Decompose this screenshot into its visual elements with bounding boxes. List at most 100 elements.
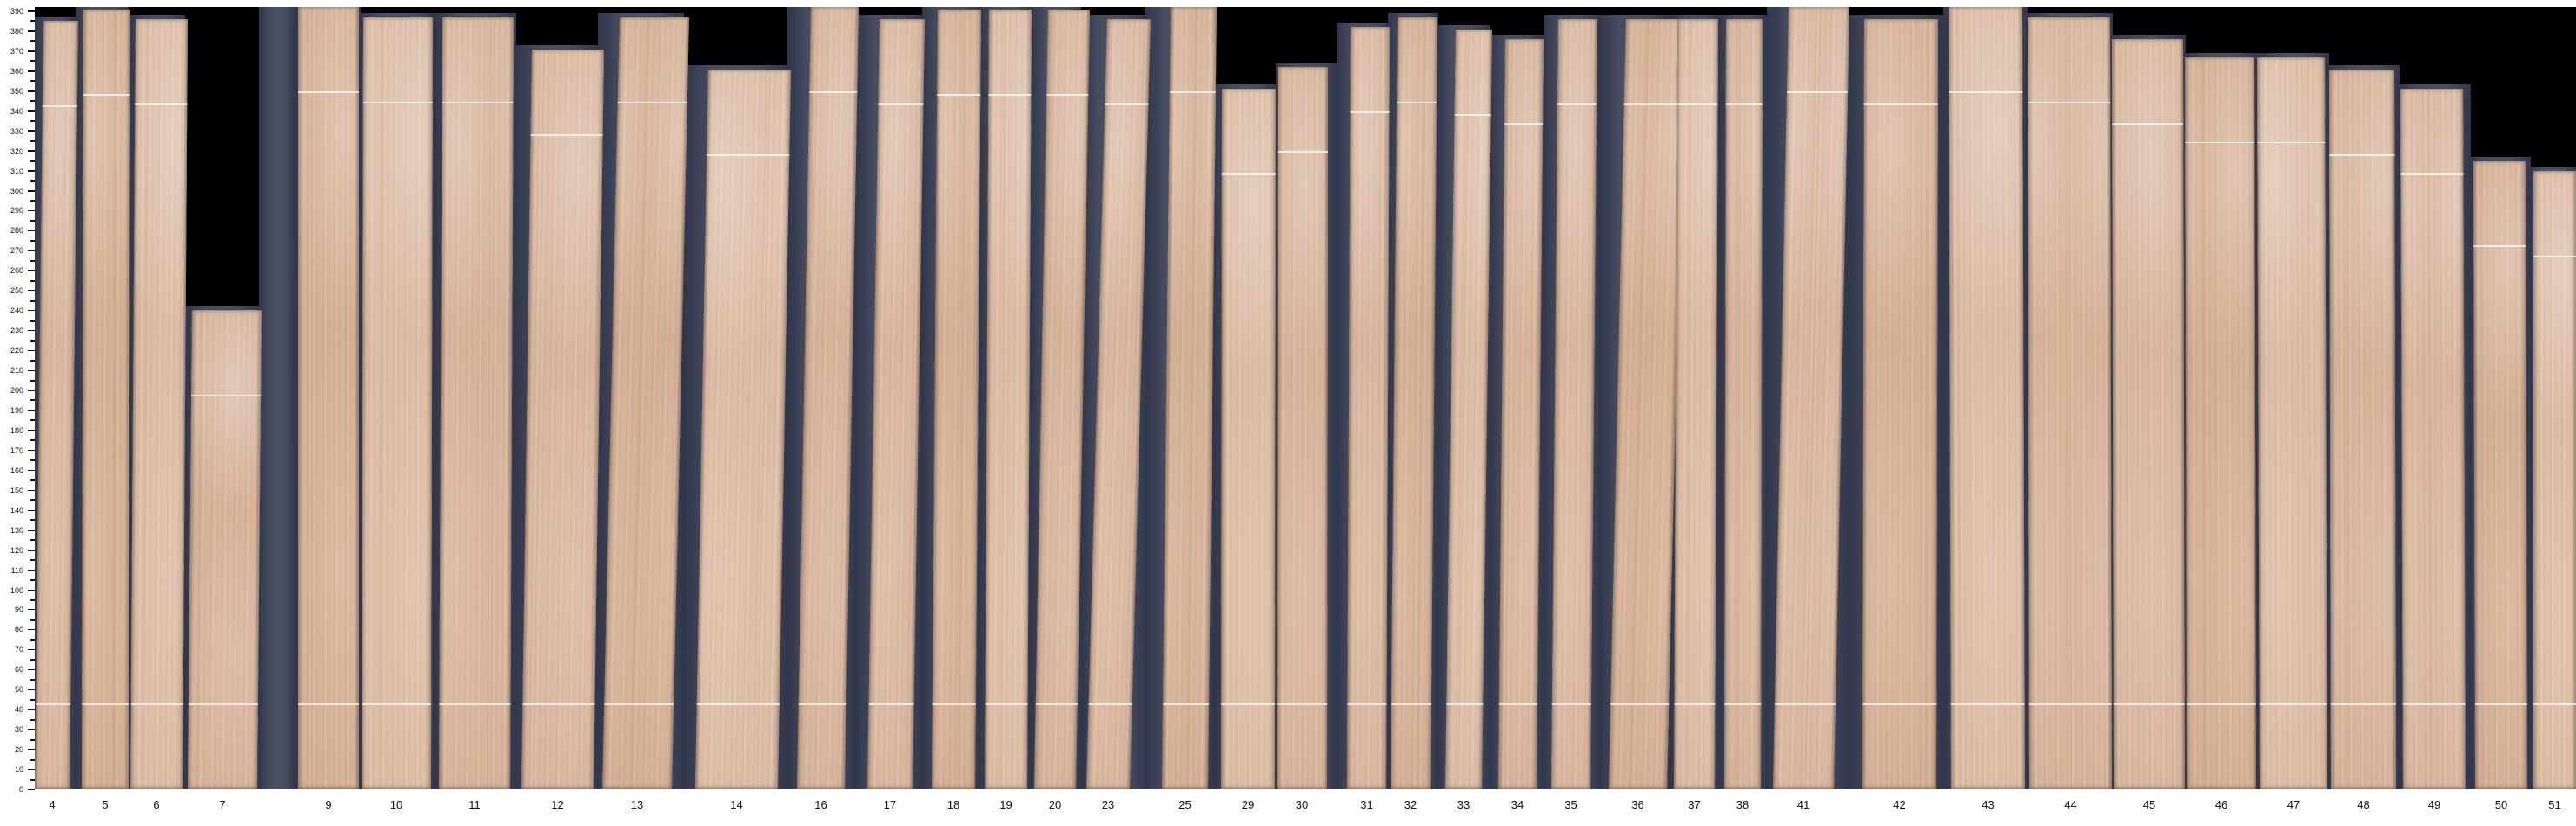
x-board-label: 10 xyxy=(389,798,403,811)
y-tick-label: 40 xyxy=(14,705,23,715)
y-tick-label: 280 xyxy=(10,226,23,236)
y-tick-label: 340 xyxy=(10,106,23,116)
y-tick xyxy=(28,649,35,651)
y-tick xyxy=(30,180,35,183)
cut-mark-line xyxy=(604,703,674,705)
y-tick xyxy=(30,559,35,562)
y-tick xyxy=(28,230,35,232)
y-tick xyxy=(28,669,35,671)
y-tick xyxy=(30,60,35,63)
wood-grain-texture xyxy=(1948,7,2025,789)
cut-mark-line xyxy=(1446,703,1484,705)
cut-mark-line xyxy=(1391,703,1431,705)
y-tick xyxy=(28,250,35,252)
board-plank xyxy=(1391,17,1437,789)
y-tick xyxy=(30,539,35,542)
x-board-label: 25 xyxy=(1178,798,1192,811)
y-tick xyxy=(28,509,35,511)
x-board-label: 49 xyxy=(2427,798,2441,811)
wood-grain-texture xyxy=(439,17,514,789)
cut-mark-line xyxy=(1623,103,1683,105)
y-tick xyxy=(30,319,35,322)
y-tick xyxy=(28,729,35,731)
y-tick-label: 250 xyxy=(10,286,23,296)
y-tick xyxy=(28,489,35,491)
y-tick-label: 90 xyxy=(14,605,23,615)
y-tick xyxy=(30,160,35,163)
y-tick-label: 380 xyxy=(10,26,23,36)
y-tick xyxy=(28,629,35,631)
cut-mark-line xyxy=(1949,91,2023,93)
y-tick-label: 390 xyxy=(10,6,23,16)
x-board-label: 5 xyxy=(102,798,109,811)
wood-grain-texture xyxy=(2473,161,2527,789)
y-tick xyxy=(30,419,35,422)
cut-mark-line xyxy=(2473,245,2526,247)
x-board-label: 31 xyxy=(1360,798,1373,811)
wood-grain-texture xyxy=(82,10,131,789)
x-board-label: 33 xyxy=(1457,798,1471,811)
y-tick xyxy=(28,429,35,431)
x-board-label: 37 xyxy=(1688,798,1701,811)
y-tick xyxy=(28,270,35,272)
cut-mark-line xyxy=(135,103,188,105)
cut-mark-line xyxy=(1350,111,1390,113)
wood-grain-texture xyxy=(1391,17,1437,789)
x-board-label: 6 xyxy=(153,798,160,811)
y-tick xyxy=(30,698,35,701)
board-plank xyxy=(1347,27,1390,789)
cut-mark-line xyxy=(1221,703,1276,705)
y-tick xyxy=(28,749,35,751)
cut-mark-line xyxy=(1035,703,1078,705)
wood-grain-texture xyxy=(1277,67,1329,789)
y-tick xyxy=(30,718,35,721)
y-tick xyxy=(30,140,35,143)
y-tick xyxy=(28,290,35,292)
board-plank xyxy=(130,19,188,789)
board-plank xyxy=(1551,19,1597,789)
y-tick-label: 180 xyxy=(10,425,23,435)
x-board-label: 11 xyxy=(468,798,481,811)
wood-grain-texture xyxy=(1498,39,1544,789)
y-tick xyxy=(28,589,35,591)
y-tick-label: 170 xyxy=(10,445,23,455)
plot-area xyxy=(35,7,2576,789)
y-tick xyxy=(30,658,35,661)
cut-mark-line xyxy=(1105,103,1149,105)
cut-mark-line xyxy=(1862,703,1937,705)
cut-mark-line xyxy=(1397,102,1437,103)
y-tick xyxy=(30,579,35,582)
board-plank xyxy=(2257,57,2327,789)
x-board-label: 18 xyxy=(946,798,960,811)
cut-mark-line xyxy=(696,703,780,705)
y-tick-label: 260 xyxy=(10,266,23,276)
cut-mark-line xyxy=(1863,103,1938,105)
y-tick xyxy=(30,80,35,83)
cut-mark-line xyxy=(191,395,262,396)
y-tick xyxy=(30,678,35,681)
y-tick-label: 350 xyxy=(10,86,23,96)
cut-mark-line xyxy=(1676,103,1718,105)
y-tick xyxy=(30,259,35,262)
cut-mark-line xyxy=(1674,703,1716,705)
plank-backing-strip xyxy=(259,7,295,789)
cut-mark-line xyxy=(2259,703,2327,705)
y-tick xyxy=(28,370,35,372)
board-plank xyxy=(985,10,1032,789)
cut-mark-line xyxy=(1551,703,1591,705)
y-tick xyxy=(28,110,35,112)
board-plank xyxy=(1221,89,1276,789)
board-plank xyxy=(695,70,792,789)
y-tick xyxy=(28,409,35,411)
cut-mark-line xyxy=(1504,123,1544,125)
y-tick-label: 230 xyxy=(10,326,23,336)
cut-mark-line xyxy=(878,103,924,105)
cut-mark-line xyxy=(988,94,1032,96)
x-board-label: 13 xyxy=(630,798,644,811)
cut-mark-line xyxy=(1950,703,2025,705)
cut-mark-line xyxy=(2113,703,2185,705)
x-board-label: 35 xyxy=(1564,798,1577,811)
board-plank xyxy=(362,17,433,789)
x-board-label: 32 xyxy=(1404,798,1417,811)
